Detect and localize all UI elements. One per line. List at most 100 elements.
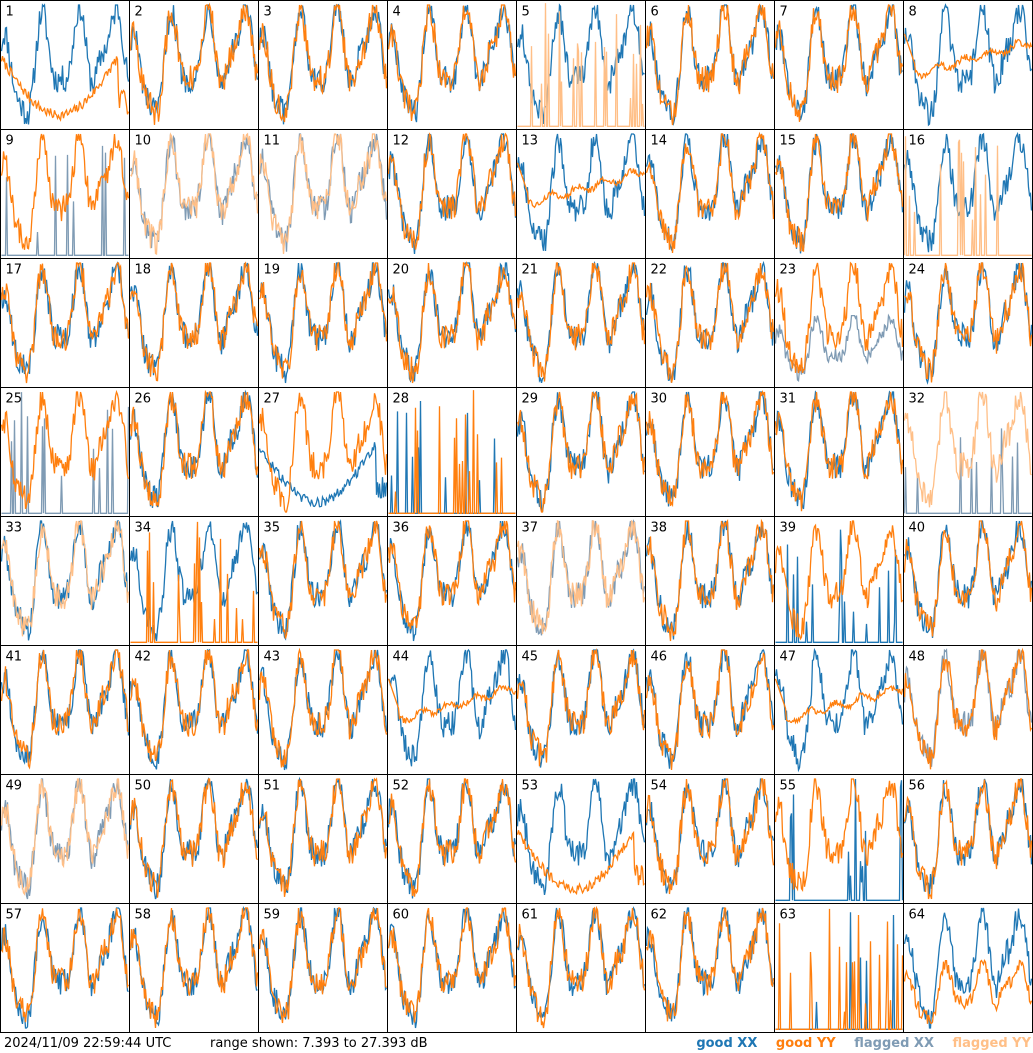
- panel-label: 31: [780, 392, 797, 407]
- series-yy-51: [258, 777, 388, 897]
- panel-38: 38: [645, 516, 775, 646]
- series-yy-19: [258, 261, 388, 379]
- timestamp: 2024/11/09 22:59:44 UTC: [4, 1036, 172, 1051]
- series-xx-57: [0, 907, 129, 1029]
- panel-17: 17: [0, 258, 130, 388]
- panel-label: 8: [909, 5, 917, 20]
- series-xx-1: [0, 3, 130, 125]
- series-xx-53: [516, 778, 646, 896]
- series-yy-63: [775, 908, 904, 1030]
- series-xx-13: [516, 133, 646, 252]
- panel-label: 55: [780, 779, 797, 794]
- panel-20: 20: [387, 258, 517, 388]
- series-yy-22: [645, 262, 775, 383]
- series-yy-25: [0, 389, 130, 510]
- series-xx-21: [516, 260, 646, 384]
- series-xx-51: [258, 776, 388, 893]
- series-xx-8: [903, 3, 1033, 127]
- panel-label: 36: [393, 521, 410, 536]
- panel-border: [645, 387, 775, 517]
- panel-border: [387, 0, 517, 130]
- panel-6: 6: [645, 0, 775, 130]
- panel-label: 39: [780, 521, 797, 536]
- panel-label: 53: [522, 779, 539, 794]
- series-yy-20: [387, 260, 517, 384]
- series-yy-31: [774, 391, 904, 512]
- panel-39: 39: [774, 516, 904, 646]
- panel-13: 13: [516, 129, 646, 259]
- series-yy-53: [516, 830, 645, 896]
- panel-12: 12: [387, 129, 517, 259]
- series-yy-52: [388, 778, 517, 897]
- series-yy-64: [903, 959, 1033, 1025]
- panel-14: 14: [645, 129, 775, 259]
- series-xx-62: [645, 907, 775, 1022]
- panel-label: 43: [264, 650, 281, 665]
- panel-label: 13: [522, 134, 539, 149]
- panel-23: 23: [774, 258, 904, 388]
- panel-10: 10: [129, 129, 259, 259]
- series-xx-43: [258, 649, 388, 771]
- series-yy-9: [0, 133, 130, 250]
- series-yy-30: [645, 390, 775, 508]
- panel-59: 59: [258, 903, 388, 1033]
- footer: 2024/11/09 22:59:44 UTC range shown: 7.3…: [0, 1034, 1033, 1053]
- series-yy-55: [774, 778, 904, 892]
- series-yy-8: [903, 33, 1033, 80]
- panel-35: 35: [258, 516, 388, 646]
- panel-border: [645, 0, 775, 130]
- panel-label: 64: [909, 908, 926, 923]
- panel-2: 2: [129, 0, 259, 130]
- panel-label: 57: [6, 908, 23, 923]
- series-yy-35: [258, 520, 388, 639]
- series-yy-5: [517, 3, 645, 127]
- panel-62: 62: [645, 903, 775, 1033]
- legend-flagged-xx: flagged XX: [854, 1036, 934, 1051]
- series-xx-25: [1, 392, 130, 514]
- panel-43: 43: [258, 645, 388, 775]
- panel-label: 19: [264, 263, 281, 278]
- panel-border: [129, 0, 259, 130]
- panel-1: 1: [0, 0, 130, 130]
- series-xx-46: [645, 649, 775, 769]
- panel-51: 51: [258, 774, 388, 904]
- series-yy-7: [774, 4, 904, 122]
- series-yy-34: [130, 521, 258, 643]
- panel-57: 57: [0, 903, 130, 1033]
- series-xx-44: [388, 648, 517, 767]
- panel-border: [774, 387, 904, 517]
- panel-label: 56: [909, 779, 926, 794]
- panel-label: 20: [393, 263, 410, 278]
- panel-15: 15: [774, 129, 904, 259]
- panel-border: [903, 774, 1033, 904]
- series-xx-64: [903, 907, 1033, 1029]
- panel-border: [516, 645, 646, 775]
- panel-border: [258, 258, 388, 388]
- panel-label: 33: [6, 521, 23, 536]
- panel-19: 19: [258, 258, 388, 388]
- panel-41: 41: [0, 645, 130, 775]
- series-xx-49: [0, 777, 130, 900]
- panel-61: 61: [516, 903, 646, 1033]
- panel-label: 23: [780, 263, 797, 278]
- panel-label: 4: [393, 5, 401, 20]
- panel-label: 35: [264, 521, 281, 536]
- series-xx-11: [258, 133, 388, 252]
- panel-45: 45: [516, 645, 646, 775]
- series-xx-22: [645, 260, 775, 383]
- panel-52: 52: [387, 774, 517, 904]
- series-xx-56: [903, 778, 1033, 897]
- panel-label: 48: [909, 650, 926, 665]
- series-yy-12: [387, 132, 517, 250]
- series-xx-17: [0, 261, 130, 375]
- panel-46: 46: [645, 645, 775, 775]
- panel-label: 58: [135, 908, 152, 923]
- panel-label: 5: [522, 5, 530, 20]
- panel-31: 31: [774, 387, 904, 517]
- series-yy-29: [516, 391, 646, 513]
- panel-label: 21: [522, 263, 539, 278]
- series-xx-24: [903, 262, 1033, 385]
- panel-label: 37: [522, 521, 539, 536]
- panel-label: 25: [6, 392, 23, 407]
- panel-49: 49: [0, 774, 130, 904]
